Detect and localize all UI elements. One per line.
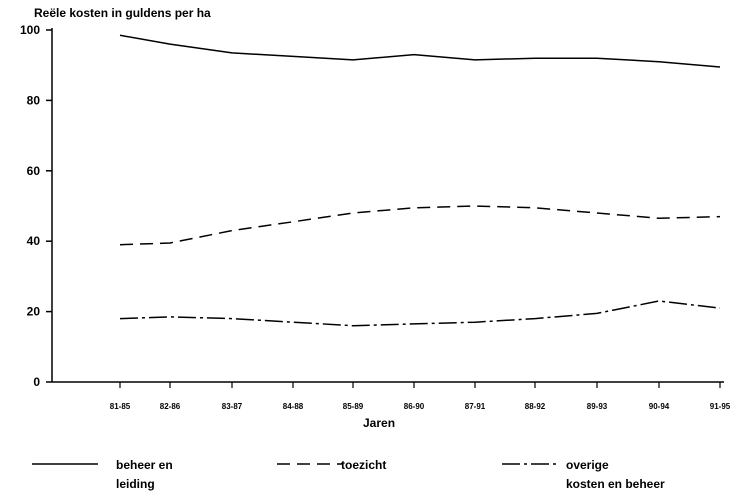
series-line-2 bbox=[119, 205, 721, 246]
y-tick-label: 20 bbox=[27, 305, 41, 319]
x-tick-label: 89-93 bbox=[587, 402, 608, 411]
x-tick-label: 81-85 bbox=[110, 402, 131, 411]
y-tick-label: 60 bbox=[27, 164, 41, 178]
x-tick-label: 86-90 bbox=[404, 402, 425, 411]
legend-label-beheer: beheer en leiding bbox=[116, 458, 173, 491]
x-tick-label: 83-87 bbox=[222, 402, 243, 411]
legend-label-toezicht: toezicht bbox=[341, 458, 387, 472]
legend-swatch-solid bbox=[32, 463, 98, 465]
x-tick-label: 88-92 bbox=[525, 402, 546, 411]
series-line-1 bbox=[119, 34, 721, 68]
legend-label-overige: overige kosten en beheer bbox=[566, 458, 665, 491]
legend-swatch-dashdot bbox=[502, 463, 558, 465]
x-tick-label: 90-94 bbox=[649, 402, 670, 411]
x-tick-label: 87-91 bbox=[465, 402, 486, 411]
x-axis-title: Jaren bbox=[363, 416, 396, 430]
x-tick-label: 82-86 bbox=[160, 402, 181, 411]
y-tick-label: 80 bbox=[27, 93, 41, 107]
y-tick-label: 40 bbox=[27, 234, 41, 248]
x-tick-label: 85-89 bbox=[343, 402, 364, 411]
x-tick-label: 91-95 bbox=[710, 402, 731, 411]
x-tick-label: 84-88 bbox=[283, 402, 304, 411]
legend-swatch-dashed bbox=[277, 463, 343, 465]
y-tick-label: 100 bbox=[20, 23, 40, 37]
y-axis-title: Reële kosten in guldens per ha bbox=[34, 6, 211, 20]
series-line-3 bbox=[119, 300, 721, 327]
y-tick-label: 0 bbox=[33, 375, 40, 389]
